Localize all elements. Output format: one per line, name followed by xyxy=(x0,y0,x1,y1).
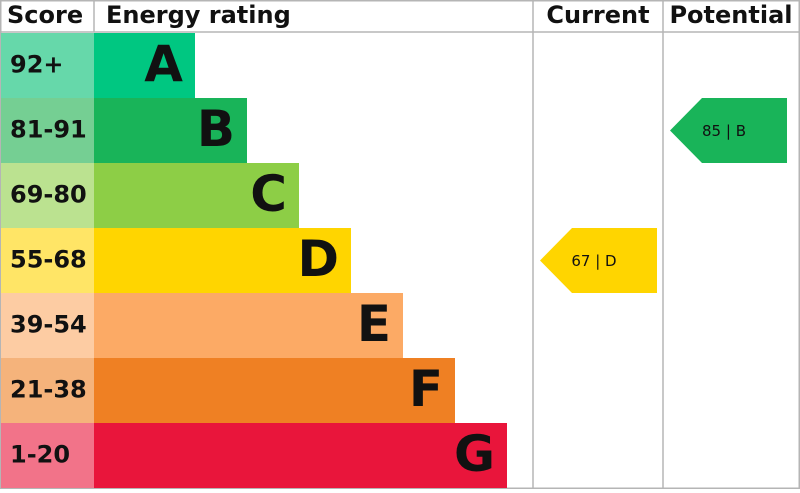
header-score: Score xyxy=(7,1,83,29)
rating-letter: G xyxy=(454,425,495,483)
rating-bar xyxy=(94,98,247,163)
score-label: 92+ xyxy=(10,51,64,79)
score-cell xyxy=(1,98,94,163)
rating-bar xyxy=(94,423,507,488)
rating-letter: B xyxy=(197,100,235,158)
header-potential: Potential xyxy=(669,1,792,29)
potential-arrow xyxy=(670,98,787,163)
score-label: 21-38 xyxy=(10,376,87,404)
rating-bar xyxy=(94,33,195,98)
score-label: 81-91 xyxy=(10,116,87,144)
rating-letter: C xyxy=(250,165,287,223)
rating-letter: F xyxy=(409,360,443,418)
current-arrow xyxy=(540,228,657,293)
rating-letter: E xyxy=(357,295,391,353)
header-current: Current xyxy=(546,1,649,29)
score-label: 1-20 xyxy=(10,441,70,469)
score-cell xyxy=(1,163,94,228)
score-label: 55-68 xyxy=(10,246,87,274)
rating-bar xyxy=(94,293,403,358)
score-cell xyxy=(1,33,94,98)
score-cell xyxy=(1,293,94,358)
score-cell xyxy=(1,358,94,423)
score-label: 69-80 xyxy=(10,181,87,209)
current-label: 67 | D xyxy=(571,252,616,270)
rating-bar xyxy=(94,358,455,423)
rating-letter: D xyxy=(297,230,339,288)
score-label: 39-54 xyxy=(10,311,87,339)
rating-bar xyxy=(94,163,299,228)
score-cell xyxy=(1,228,94,293)
score-cell xyxy=(1,423,94,488)
rating-letter: A xyxy=(144,35,183,93)
rating-bar xyxy=(94,228,351,293)
header-rating: Energy rating xyxy=(106,1,291,29)
potential-label: 85 | B xyxy=(702,122,746,140)
